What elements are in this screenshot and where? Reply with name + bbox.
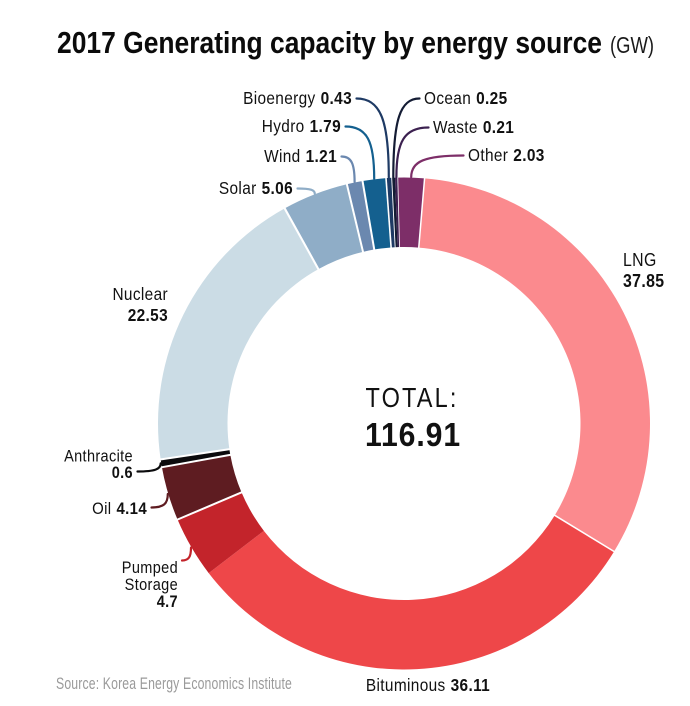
donut-segments xyxy=(158,177,650,670)
segment-hydro xyxy=(362,178,392,250)
segment-value-bioenergy: 0.43 xyxy=(321,88,352,108)
segment-name-lng: LNG xyxy=(623,250,657,270)
segment-name-oil: Oil xyxy=(92,499,111,518)
segment-nuclear xyxy=(158,208,319,460)
segment-oil xyxy=(161,454,242,520)
segment-solar xyxy=(284,184,364,270)
separator-after-anthracite xyxy=(159,448,231,461)
total-label: TOTAL: xyxy=(366,382,459,413)
leader-line-anthracite xyxy=(136,462,162,473)
separator-after-oil xyxy=(161,453,231,469)
separator-after-solar xyxy=(345,183,365,253)
segment-value-ocean: 0.25 xyxy=(476,88,507,108)
segment-name-other: Other xyxy=(468,145,508,165)
separator-after-nuclear xyxy=(283,207,320,271)
label-leader-lines xyxy=(136,97,465,562)
segment-name-ocean: Ocean xyxy=(424,88,471,108)
segment-name-anthracite: Anthracite xyxy=(64,448,133,466)
chart-title-unit: (GW) xyxy=(610,32,654,58)
source-attribution: Source: Korea Energy Economics Institute xyxy=(56,674,292,693)
segment-value-pumped-storage: 4.7 xyxy=(157,593,178,611)
segment-waste xyxy=(395,177,400,248)
segment-value-solar: 5.06 xyxy=(262,178,293,198)
separator-after-wind xyxy=(361,180,376,251)
segment-value-anthracite: 0.6 xyxy=(112,464,133,482)
leader-line-wind xyxy=(340,155,356,184)
separator-after-other xyxy=(417,177,426,249)
separator-after-hydro xyxy=(385,177,392,249)
segment-name-solar: Solar xyxy=(219,178,257,198)
segment-wind xyxy=(346,181,375,252)
leader-line-hydro xyxy=(344,125,376,180)
segment-name-nuclear: Nuclear xyxy=(112,284,168,304)
segment-other xyxy=(397,177,425,248)
segment-name-hydro: Hydro xyxy=(262,116,305,136)
leader-line-waste xyxy=(395,126,430,179)
segment-name-bituminous: Bituminous xyxy=(366,675,446,695)
segment-ocean xyxy=(391,177,398,248)
leader-line-ocean xyxy=(392,97,421,179)
segment-bituminous xyxy=(208,515,615,670)
leader-line-oil xyxy=(150,492,169,509)
segment-name-pumped-storage-1: Storage xyxy=(125,576,178,594)
segment-anthracite xyxy=(160,449,231,468)
segment-value-lng: 37.85 xyxy=(623,271,664,291)
segment-value-wind: 1.21 xyxy=(306,146,337,166)
separator-after-lng xyxy=(553,514,615,553)
segment-lng xyxy=(418,178,650,552)
chart-title: 2017 Generating capacity by energy sourc… xyxy=(57,25,602,60)
segment-name-waste: Waste xyxy=(433,117,478,137)
separator-after-waste xyxy=(397,177,400,248)
segment-value-waste: 0.21 xyxy=(483,117,514,137)
leader-line-pumped-storage xyxy=(180,546,193,562)
leader-line-solar xyxy=(296,187,316,195)
separator-after-pumped-storage xyxy=(176,491,243,521)
segment-value-hydro: 1.79 xyxy=(310,116,341,136)
segment-value-other: 2.03 xyxy=(513,145,544,165)
segment-separators xyxy=(159,177,615,553)
segment-bioenergy xyxy=(386,177,396,248)
segment-name-pumped-storage-0: Pumped xyxy=(122,559,178,577)
leader-line-bioenergy xyxy=(355,97,390,179)
segment-value-bituminous: 36.11 xyxy=(451,675,490,695)
separator-after-bioenergy xyxy=(391,177,396,248)
segment-name-bioenergy: Bioenergy xyxy=(243,88,316,108)
segment-pumped-storage xyxy=(177,492,264,574)
segment-name-wind: Wind xyxy=(264,146,301,166)
leader-line-other xyxy=(410,154,465,179)
segment-value-oil: 4.14 xyxy=(116,499,147,518)
segment-value-nuclear: 22.53 xyxy=(128,305,168,325)
total-value: 116.91 xyxy=(365,417,461,454)
